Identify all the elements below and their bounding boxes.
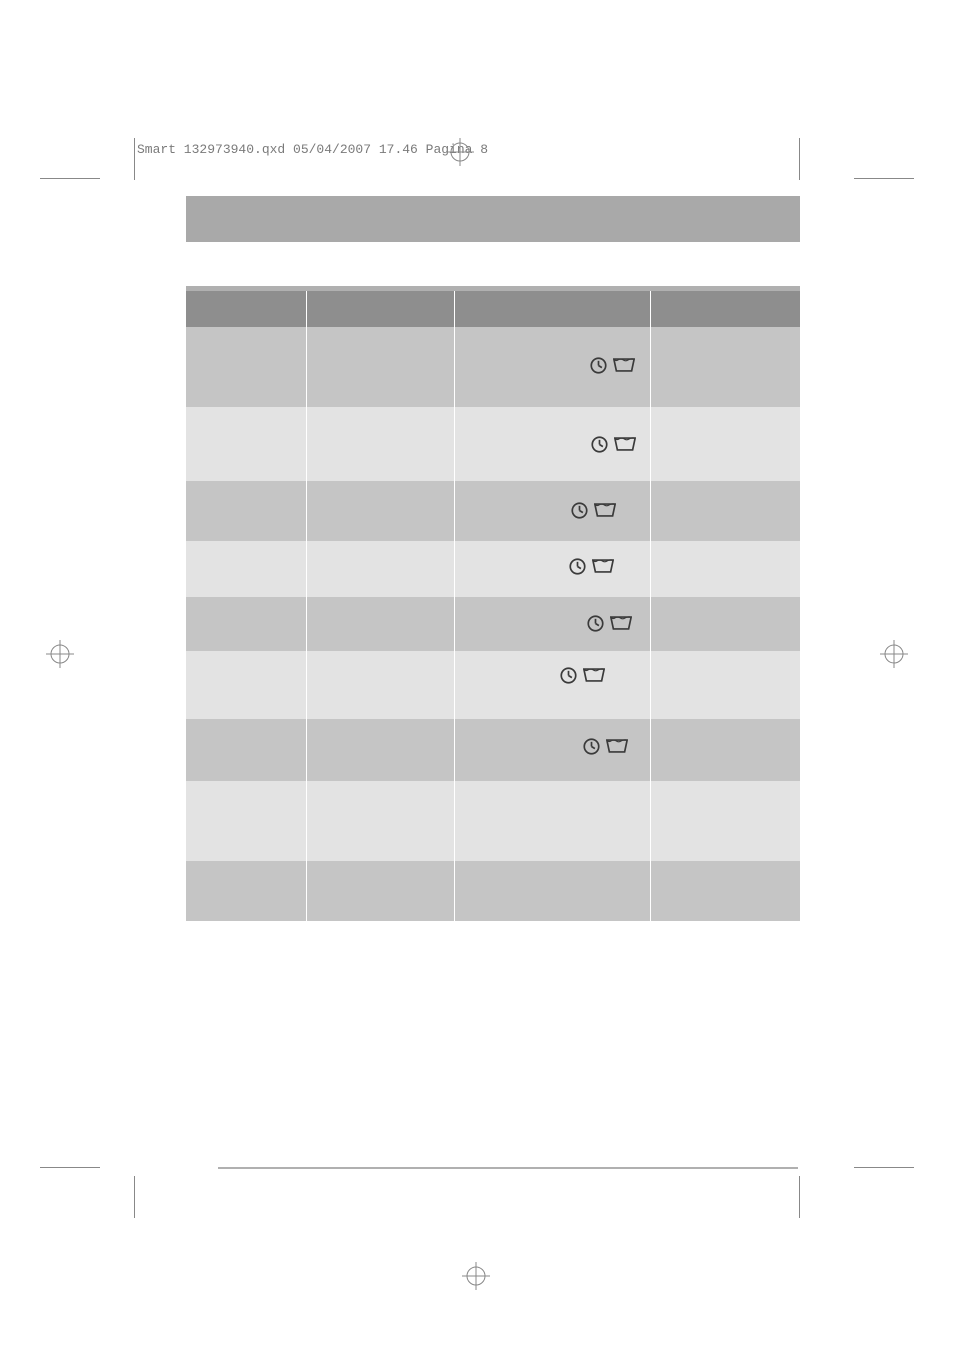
table-cell (307, 541, 454, 597)
table-cell (307, 651, 454, 719)
table-row (186, 481, 800, 541)
table-cell (455, 719, 650, 781)
table-cell (651, 719, 800, 781)
registration-mark-icon (880, 640, 908, 668)
table-cell (307, 719, 454, 781)
clock-icon (591, 436, 608, 453)
table-header-cell (651, 291, 800, 327)
table-cell (186, 541, 306, 597)
crop-mark (134, 138, 135, 180)
table-cell (307, 597, 454, 651)
table-cell (455, 541, 650, 597)
registration-mark-icon (46, 640, 74, 668)
document-header-line: Smart 132973940.qxd 05/04/2007 17.46 Pag… (137, 142, 488, 157)
wash-tub-icon (594, 501, 616, 519)
crop-mark (40, 1167, 100, 1168)
table-row (186, 327, 800, 407)
table-header-cell (307, 291, 454, 327)
table-cell (651, 541, 800, 597)
page-root: Smart 132973940.qxd 05/04/2007 17.46 Pag… (0, 0, 954, 1350)
wash-tub-icon (592, 557, 614, 575)
crop-mark (799, 138, 800, 180)
footer-rule (218, 1167, 798, 1169)
table-cell (186, 407, 306, 481)
crop-mark (854, 1167, 914, 1168)
table-row (186, 541, 800, 597)
wash-tub-icon (583, 666, 605, 684)
wash-tub-icon (614, 435, 636, 453)
table-cell (307, 407, 454, 481)
table-cell (186, 861, 306, 921)
clock-icon (571, 502, 588, 519)
options-icon-group (591, 435, 636, 453)
clock-icon (560, 667, 577, 684)
program-table (186, 286, 800, 921)
table-cell (651, 327, 800, 407)
crop-mark (134, 1176, 135, 1218)
table-cell (455, 407, 650, 481)
table-cell (307, 481, 454, 541)
table-cell (455, 327, 650, 407)
table-header-row (186, 291, 800, 327)
crop-mark (40, 178, 100, 179)
table-cell (307, 781, 454, 861)
clock-icon (583, 738, 600, 755)
table-cell (307, 327, 454, 407)
options-icon-group (569, 557, 614, 575)
table-cell (651, 651, 800, 719)
table-cell (186, 719, 306, 781)
table-header-cell (455, 291, 650, 327)
options-icon-group (560, 666, 605, 684)
options-icon-group (571, 501, 616, 519)
table-body (186, 327, 800, 921)
options-icon-group (590, 356, 635, 374)
wash-tub-icon (606, 737, 628, 755)
table-cell (651, 597, 800, 651)
crop-mark (799, 1176, 800, 1218)
clock-icon (569, 558, 586, 575)
crop-mark (854, 178, 914, 179)
table-cell (455, 781, 650, 861)
table-row (186, 781, 800, 861)
table-cell (651, 781, 800, 861)
table-cell (651, 481, 800, 541)
clock-icon (587, 615, 604, 632)
table-cell (651, 407, 800, 481)
table-cell (455, 861, 650, 921)
table-cell (186, 327, 306, 407)
wash-tub-icon (610, 614, 632, 632)
table-row (186, 651, 800, 719)
clock-icon (590, 357, 607, 374)
table-cell (651, 861, 800, 921)
options-icon-group (587, 614, 632, 632)
table-cell (455, 481, 650, 541)
table-row (186, 597, 800, 651)
table-cell (186, 481, 306, 541)
registration-mark-icon (462, 1262, 490, 1290)
table-cell (455, 651, 650, 719)
table-row (186, 407, 800, 481)
options-icon-group (583, 737, 628, 755)
wash-tub-icon (613, 356, 635, 374)
table-row (186, 719, 800, 781)
table-cell (186, 597, 306, 651)
registration-mark-icon (446, 138, 474, 166)
table-cell (186, 651, 306, 719)
title-bar (186, 196, 800, 242)
table-cell (455, 597, 650, 651)
table-header-cell (186, 291, 306, 327)
table-row (186, 861, 800, 921)
table-cell (307, 861, 454, 921)
table-cell (186, 781, 306, 861)
